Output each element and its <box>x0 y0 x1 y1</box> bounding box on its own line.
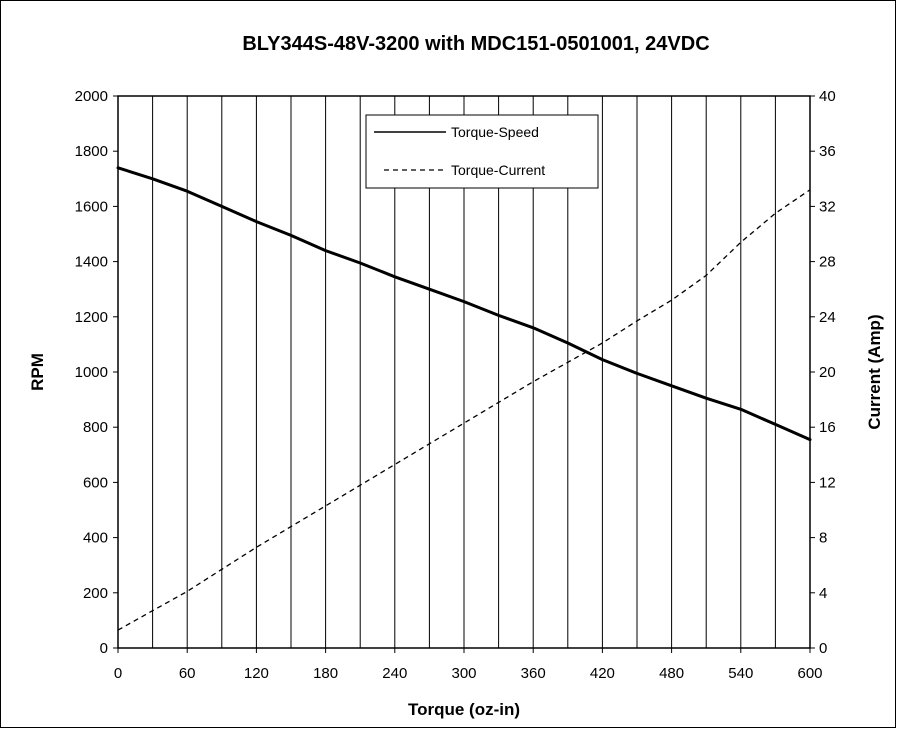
legend-label-torque-current: Torque-Current <box>451 162 545 178</box>
y-tick-label: 600 <box>83 474 108 491</box>
y2-tick-label: 4 <box>819 585 827 602</box>
x-tick-label: 540 <box>728 665 753 682</box>
y-tick-label: 1800 <box>75 143 108 160</box>
y-tick-label: 1600 <box>75 198 108 215</box>
y2-tick-label: 24 <box>819 309 836 326</box>
x-tick-label: 60 <box>179 665 196 682</box>
x-tick-label: 300 <box>451 665 476 682</box>
x-tick-label: 240 <box>382 665 407 682</box>
legend: Torque-Speed Torque-Current <box>365 114 599 189</box>
y2-tick-label: 16 <box>819 419 836 436</box>
x-tick-label: 120 <box>244 665 269 682</box>
y2-tick-label: 28 <box>819 254 836 271</box>
y2-tick-label: 40 <box>819 88 836 105</box>
y2-tick-label: 32 <box>819 198 836 215</box>
y2-tick-label: 36 <box>819 143 836 160</box>
y-tick-label: 1200 <box>75 309 108 326</box>
x-tick-label: 0 <box>114 665 122 682</box>
x-tick-label: 360 <box>521 665 546 682</box>
series-line-torque-speed <box>116 166 812 442</box>
x-tick-label: 600 <box>797 665 822 682</box>
y-tick-label: 1400 <box>75 254 108 271</box>
left-axis-ticks: 0 200 400 600 800 1000 1200 1400 1600 1800 2000 <box>75 88 118 657</box>
y-tick-label: 2000 <box>75 88 108 105</box>
right-axis-ticks: 0 4 8 12 16 20 24 28 32 36 40 <box>810 88 836 657</box>
bottom-axis-ticks: 0 60 120 180 240 300 360 420 480 540 600 <box>114 648 823 682</box>
y2-tick-label: 8 <box>819 530 827 547</box>
x-axis-label: Torque (oz-in) <box>408 700 520 719</box>
y2-tick-label: 12 <box>819 474 836 491</box>
y-axis-label: RPM <box>28 353 47 391</box>
x-tick-label: 420 <box>590 665 615 682</box>
y-tick-label: 0 <box>100 640 108 657</box>
x-tick-label: 180 <box>313 665 338 682</box>
legend-box <box>365 114 599 189</box>
x-tick-label: 480 <box>659 665 684 682</box>
y2-tick-label: 0 <box>819 640 827 657</box>
y-tick-label: 200 <box>83 585 108 602</box>
chart-title: BLY344S-48V-3200 with MDC151-0501001, 24… <box>242 33 709 55</box>
legend-label-torque-speed: Torque-Speed <box>451 124 539 140</box>
y2-axis-label: Current (Amp) <box>865 314 884 429</box>
y-tick-label: 1000 <box>75 364 108 381</box>
y2-tick-label: 20 <box>819 364 836 381</box>
series-layer <box>116 166 812 631</box>
y-tick-label: 800 <box>83 419 108 436</box>
y-tick-label: 400 <box>83 530 108 547</box>
